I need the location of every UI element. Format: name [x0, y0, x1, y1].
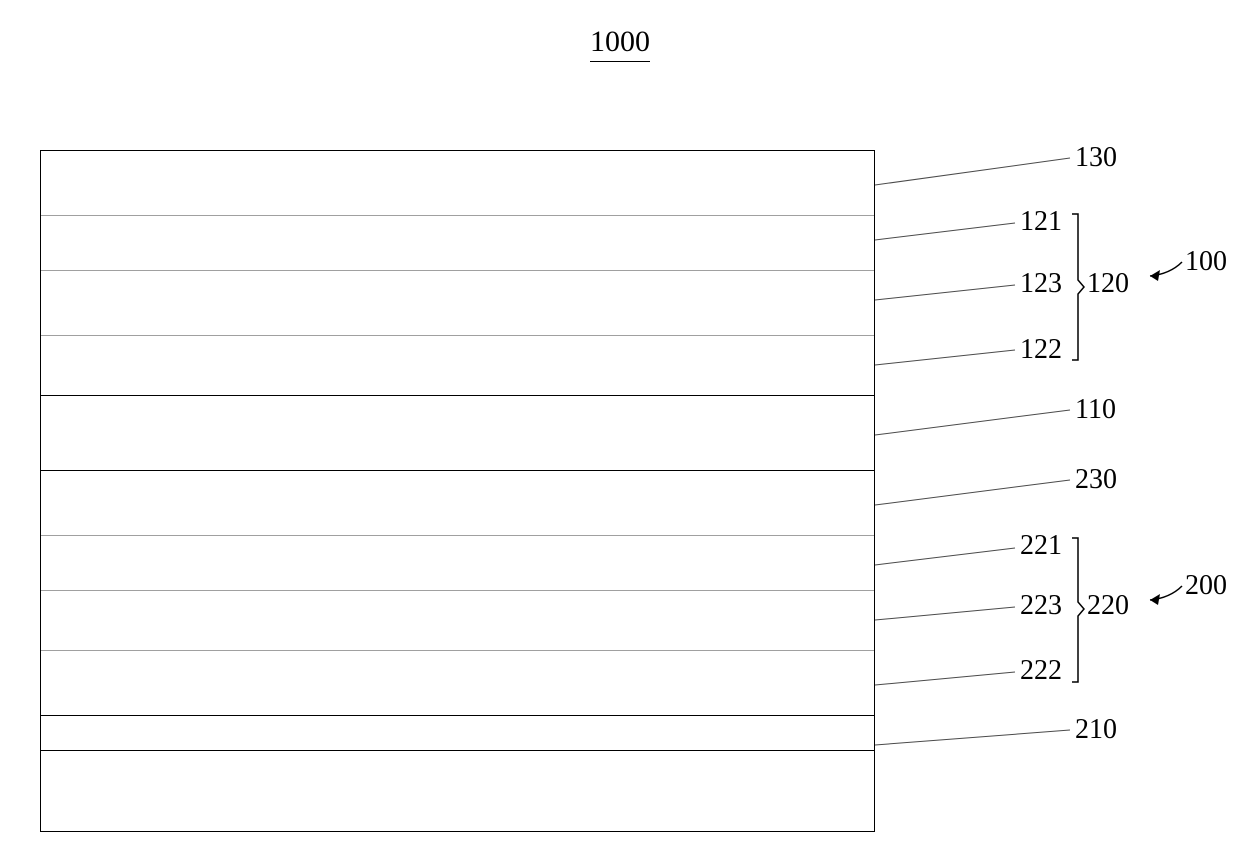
layer-stack: [40, 150, 875, 832]
label-200: 200: [1185, 570, 1227, 602]
layer-123: [41, 271, 874, 336]
leader-210: [875, 720, 1105, 760]
layer-230: [41, 471, 874, 536]
layer-210: [41, 716, 874, 751]
label-221: 221: [1020, 530, 1062, 562]
label-222: 222: [1020, 655, 1062, 687]
leader-110: [875, 400, 1105, 440]
label-121: 121: [1020, 206, 1062, 238]
label-123: 123: [1020, 268, 1062, 300]
label-120: 120: [1087, 268, 1129, 300]
layer-121: [41, 216, 874, 271]
layer-223: [41, 591, 874, 651]
arrow-200: [1140, 576, 1190, 606]
layer-122: [41, 336, 874, 396]
label-110: 110: [1075, 394, 1116, 426]
layer-222: [41, 651, 874, 716]
layer-130: [41, 151, 874, 216]
label-210: 210: [1075, 714, 1117, 746]
bracket-120: [1070, 212, 1090, 362]
layer-bottom: [41, 751, 874, 831]
label-100: 100: [1185, 246, 1227, 278]
layer-221: [41, 536, 874, 591]
figure-title: 1000: [590, 25, 650, 62]
bracket-220: [1070, 536, 1090, 684]
leader-130: [875, 150, 1105, 200]
arrow-100: [1140, 252, 1190, 282]
label-122: 122: [1020, 334, 1062, 366]
label-223: 223: [1020, 590, 1062, 622]
label-230: 230: [1075, 464, 1117, 496]
leader-230: [875, 470, 1105, 510]
label-130: 130: [1075, 142, 1117, 174]
layer-110: [41, 396, 874, 471]
label-220: 220: [1087, 590, 1129, 622]
